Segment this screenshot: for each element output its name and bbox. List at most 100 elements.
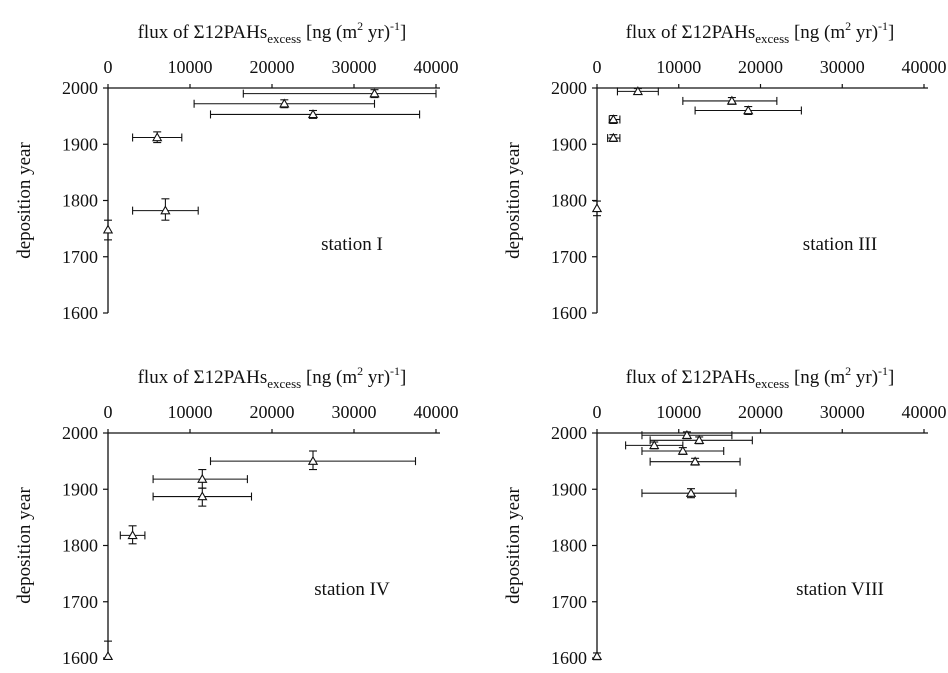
data-point (641, 429, 733, 440)
x-tick-label: 20000 (738, 57, 783, 77)
chart-title-pre: flux of Σ12PAHs (626, 22, 756, 43)
chart-title-sup1: 2 (845, 364, 851, 378)
x-tick-label: 0 (593, 57, 602, 77)
y-tick-label: 2000 (62, 78, 98, 98)
triangle-marker (591, 203, 603, 213)
triangle-marker (591, 651, 603, 661)
x-tick-label: 40000 (902, 57, 947, 77)
y-tick-label: 2000 (551, 78, 587, 98)
x-tick-label: 10000 (168, 402, 213, 422)
triangle-marker (743, 105, 754, 115)
triangle-marker (102, 224, 114, 234)
y-tick-label: 1600 (551, 648, 587, 668)
triangle-marker (726, 95, 738, 105)
chart-title-sup2: -1 (878, 364, 888, 378)
triangle-marker (677, 445, 688, 455)
chart-title-sup2: -1 (878, 19, 888, 33)
chart-title-mid2: yr) (851, 367, 878, 388)
data-point (132, 131, 183, 144)
y-tick-label: 1900 (551, 479, 587, 499)
data-point (242, 88, 437, 99)
chart-title-mid2: yr) (363, 367, 390, 388)
y-axis-label: deposition year (503, 142, 524, 259)
data-point (209, 109, 421, 119)
triangle-marker (689, 456, 701, 466)
x-tick-label: 30000 (820, 402, 865, 422)
y-tick-label: 1900 (62, 134, 98, 154)
y-tick-label: 1700 (551, 592, 587, 612)
chart-title-sup1: 2 (845, 19, 851, 33)
data-point (193, 98, 376, 109)
chart-title-sup1: 2 (357, 19, 363, 33)
y-tick-label: 1700 (62, 247, 98, 267)
x-tick-label: 20000 (250, 57, 295, 77)
x-tick-label: 10000 (168, 57, 213, 77)
triangle-marker (197, 473, 208, 483)
chart-title-post: ] (400, 367, 406, 388)
data-point (641, 445, 725, 455)
panel-station-i: flux of Σ12PAHsexcess [ng (m2 yr)-1] 0 100… (14, 19, 459, 323)
y-tick-label: 2000 (62, 423, 98, 443)
panel-station-viii: flux of Σ12PAHsexcess [ng (m2 yr)-1] 0 100… (503, 364, 947, 668)
station-label: station I (321, 234, 383, 255)
data-point (625, 440, 684, 450)
triangle-marker (369, 88, 380, 98)
chart-title-mid1: [ng (m (789, 22, 845, 43)
y-tick-label: 1800 (62, 191, 98, 211)
station-label: station VIII (796, 579, 884, 600)
y-axis-label: deposition year (503, 487, 524, 604)
x-tick-label: 30000 (332, 402, 377, 422)
chart-title-post: ] (400, 22, 406, 43)
triangle-marker (608, 132, 619, 142)
x-tick-label: 10000 (656, 402, 701, 422)
x-tick-label: 20000 (250, 402, 295, 422)
panel-station-iii: flux of Σ12PAHsexcess [ng (m2 yr)-1] 0 100… (503, 19, 947, 323)
y-tick-label: 1700 (551, 247, 587, 267)
data-point (152, 469, 248, 489)
chart-title: flux of Σ12PAHsexcess [ng (m2 yr)-1] (138, 19, 407, 46)
chart-title-mid2: yr) (363, 22, 390, 43)
data-point (682, 95, 778, 105)
triangle-marker (197, 491, 208, 501)
y-tick-label: 1800 (551, 191, 587, 211)
triangle-marker (632, 86, 644, 96)
triangle-marker (102, 651, 114, 661)
x-tick-label: 20000 (738, 402, 783, 422)
x-tick-label: 0 (104, 57, 113, 77)
triangle-marker (307, 455, 319, 465)
triangle-marker (608, 114, 619, 124)
y-tick-label: 2000 (551, 423, 587, 443)
y-tick-label: 1800 (551, 536, 587, 556)
y-tick-label: 1800 (62, 536, 98, 556)
chart-title-sub: excess (267, 376, 301, 391)
data-point (132, 198, 199, 221)
data-point (649, 435, 753, 445)
chart-title-pre: flux of Σ12PAHs (138, 22, 268, 43)
chart-title-mid2: yr) (851, 22, 878, 43)
triangle-marker (279, 98, 290, 108)
y-tick-label: 1600 (551, 303, 587, 323)
chart-title-sup1: 2 (357, 364, 363, 378)
chart-title-sub: excess (755, 376, 789, 391)
data-point (608, 114, 621, 124)
chart-title-mid1: [ng (m (301, 367, 357, 388)
data-point (591, 200, 603, 217)
x-tick-label: 30000 (820, 57, 865, 77)
data-point (616, 86, 659, 96)
station-label: station III (803, 234, 877, 255)
triangle-marker (160, 205, 171, 215)
x-tick-label: 0 (104, 402, 113, 422)
station-label: station IV (314, 579, 390, 600)
chart-title: flux of Σ12PAHsexcess [ng (m2 yr)-1] (626, 364, 895, 391)
data-point (102, 640, 114, 661)
triangle-marker (127, 530, 138, 540)
data-point (607, 132, 621, 143)
x-tick-label: 0 (593, 402, 602, 422)
chart-title-mid1: [ng (m (301, 22, 357, 43)
y-tick-label: 1900 (62, 479, 98, 499)
chart-title-sup2: -1 (390, 19, 400, 33)
chart-title-sub: excess (267, 31, 301, 46)
panel-station-iv: flux of Σ12PAHsexcess [ng (m2 yr)-1] 0 100… (14, 364, 459, 668)
y-tick-label: 1600 (62, 648, 98, 668)
